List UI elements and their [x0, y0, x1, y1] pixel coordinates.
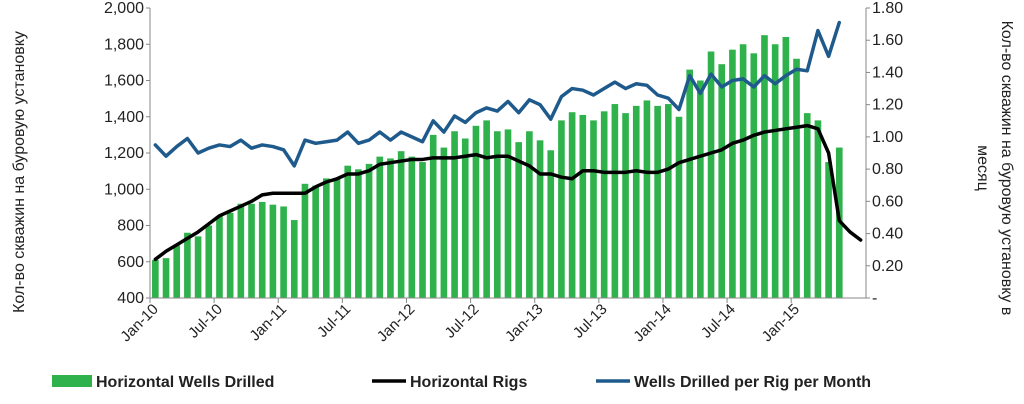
bar [323, 178, 330, 299]
bar [162, 258, 170, 299]
bar [697, 80, 704, 298]
line-wells-per-rig [153, 20, 842, 168]
bar [761, 35, 768, 298]
lines-layer [153, 20, 863, 262]
bar [205, 225, 213, 298]
right-tick-label: 1.40 [872, 64, 903, 81]
bar [280, 206, 287, 298]
bar [825, 162, 832, 298]
bar [643, 100, 651, 298]
left-tick-label: 1,600 [104, 73, 144, 90]
left-tick-label: 2,000 [104, 0, 144, 17]
bar [451, 131, 458, 298]
bar [686, 69, 693, 299]
legend-swatch-wells-drilled [52, 375, 92, 387]
bar [419, 162, 426, 298]
bar [194, 236, 202, 299]
bar [472, 125, 480, 298]
bar [429, 134, 437, 299]
right-tick-label: 1.20 [872, 97, 903, 114]
bar [718, 64, 726, 298]
left-tick-label: 800 [117, 218, 144, 235]
bar [675, 116, 683, 298]
bar [333, 178, 341, 299]
bar [440, 147, 448, 298]
bar [504, 129, 512, 298]
bar [290, 220, 298, 298]
bar [526, 131, 533, 298]
left-tick-label: 600 [117, 254, 144, 271]
bar [397, 151, 405, 298]
right-tick-label: 1.00 [872, 129, 903, 146]
right-tick-label: 0.60 [872, 193, 903, 210]
bar [494, 131, 501, 298]
bar [600, 111, 608, 298]
line-horizontal-rigs [153, 123, 863, 262]
bar [632, 105, 640, 299]
bar [269, 204, 277, 298]
bar [771, 44, 779, 298]
bar [344, 165, 352, 298]
bar [611, 104, 619, 298]
bar [312, 185, 319, 299]
bar [376, 156, 384, 299]
bar [355, 169, 362, 298]
right-tick-label: - [872, 290, 877, 307]
bar [803, 113, 811, 299]
bar [707, 51, 715, 298]
bar [579, 114, 587, 298]
bar [226, 212, 234, 298]
right-tick-label: 0.20 [872, 258, 903, 275]
bar [258, 201, 266, 298]
bar [729, 49, 736, 298]
legend-label-wells-per-rig: Wells Drilled per Rig per Month [634, 374, 871, 391]
bar [750, 53, 758, 299]
bar [590, 120, 597, 299]
right-tick-label: 0.40 [872, 226, 903, 243]
right-axis-title-line-2: месяц [974, 145, 991, 191]
bar [622, 113, 629, 299]
bar [301, 183, 309, 298]
right-tick-label: 1.60 [872, 32, 903, 49]
bar [515, 142, 522, 299]
bar [365, 163, 373, 299]
bar [654, 105, 661, 299]
bar [568, 112, 576, 298]
bar [782, 37, 790, 298]
bar [152, 259, 159, 298]
right-tick-label: 1.80 [872, 0, 903, 17]
legend-label-wells-drilled: Horizontal Wells Drilled [96, 374, 274, 391]
left-tick-label: 1,800 [104, 36, 144, 53]
bar [248, 203, 255, 298]
left-axis-title: Кол-во скважин на буровую установку [11, 31, 28, 313]
left-tick-label: 1,000 [104, 181, 144, 198]
legend: Horizontal Wells Drilled Horizontal Rigs… [52, 374, 871, 391]
left-tick-label: 1,200 [104, 145, 144, 162]
bar [483, 120, 490, 299]
bar [739, 44, 747, 298]
bar [461, 138, 469, 298]
bar [664, 104, 672, 298]
left-tick-label: 1,400 [104, 109, 144, 126]
bar [814, 120, 822, 299]
right-axis-title-line-1: Кол-во скважин на буровую установку в [998, 21, 1015, 316]
bar [558, 120, 565, 299]
bar [408, 156, 416, 299]
legend-label-horizontal-rigs: Horizontal Rigs [410, 374, 527, 391]
bar [547, 150, 555, 298]
bar [793, 58, 800, 298]
bar [184, 232, 191, 298]
right-tick-label: 0.80 [872, 161, 903, 178]
bar [237, 203, 245, 298]
right-axis-title: Кол-во скважин на буровую установку в мес… [974, 21, 1015, 316]
bar [216, 216, 223, 298]
left-tick-label: 400 [117, 290, 144, 307]
bar [536, 140, 544, 298]
bar [387, 158, 394, 298]
bar [173, 245, 181, 298]
